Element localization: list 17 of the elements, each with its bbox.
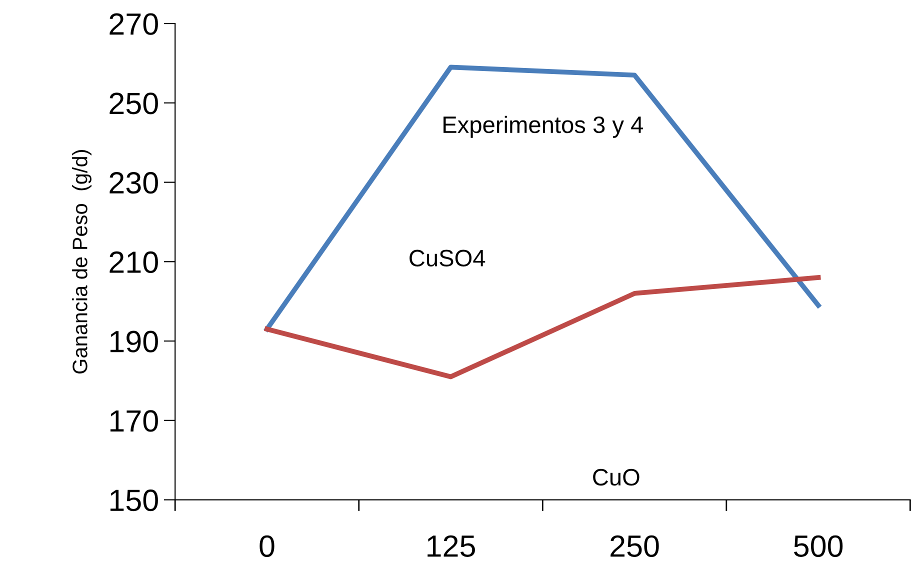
y-tick-label: 170 <box>110 410 158 432</box>
line-series <box>264 64 821 332</box>
y-tick-label: 210 <box>110 251 158 274</box>
x-tick-label: 500 <box>794 535 843 557</box>
x-tick-label: 0 <box>260 535 274 557</box>
y-tick-label: 190 <box>110 330 158 352</box>
x-tick-label: 250 <box>610 535 659 557</box>
annotation: Experimentos 3 y 4 <box>444 116 644 138</box>
y-axis-title: Ganancia de Peso (g/d) <box>72 150 92 374</box>
annotation: CuSO4 <box>410 250 486 267</box>
y-tick-label: 250 <box>110 92 158 114</box>
y-tick-label: 230 <box>110 172 158 194</box>
x-tick-label: 125 <box>428 535 475 557</box>
y-tick-label: 150 <box>110 490 158 512</box>
y-tick-label: 270 <box>110 13 158 35</box>
annotation: CuO <box>593 468 640 486</box>
line-series <box>264 275 821 380</box>
